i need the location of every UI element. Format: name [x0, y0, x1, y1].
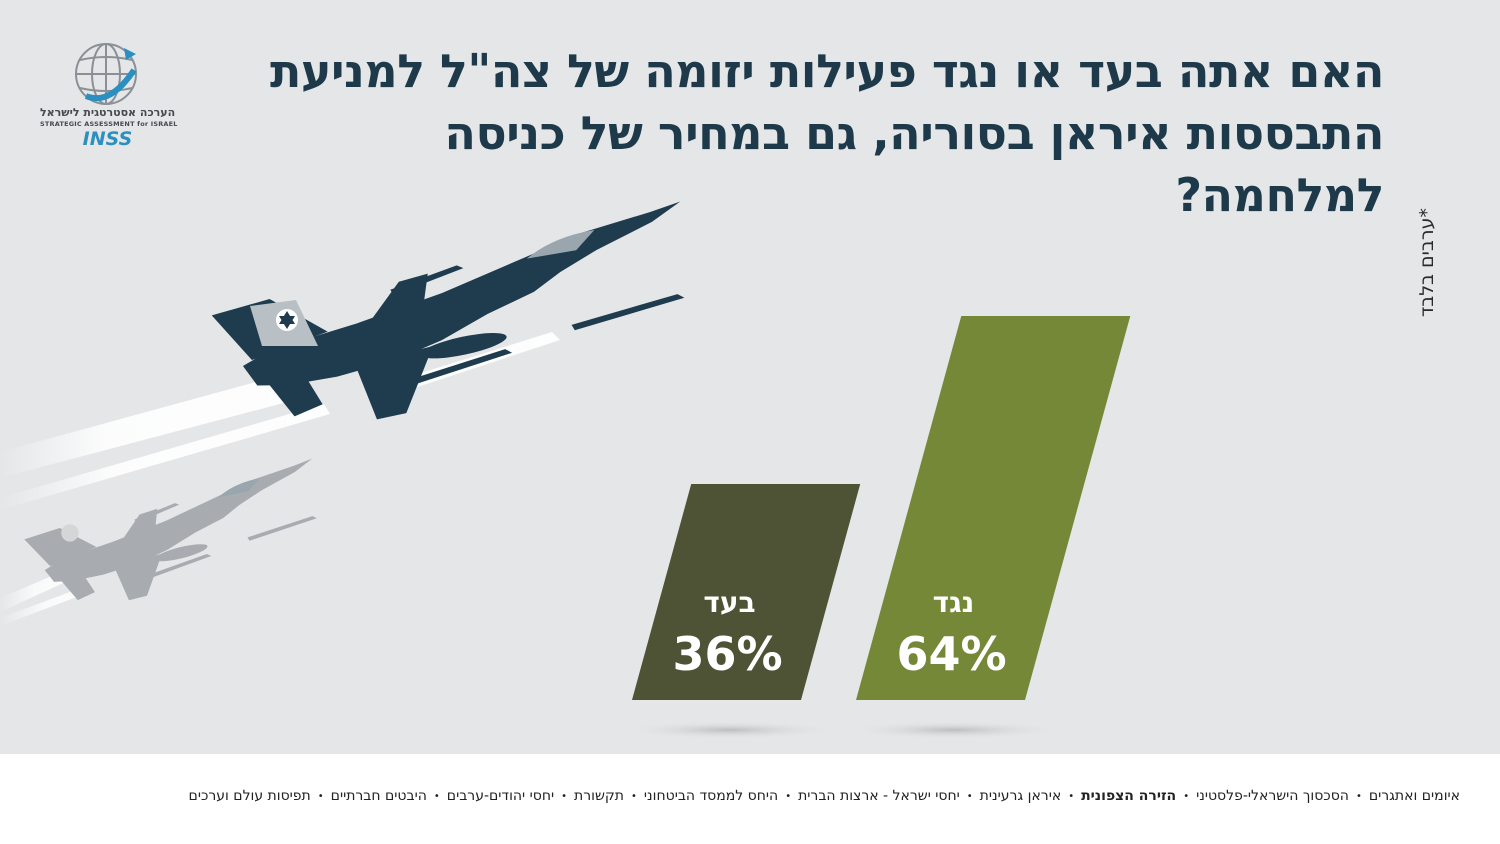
inss-logo: הערכה אסטרטגית לישראל STRATEGIC ASSESSME… — [40, 40, 178, 152]
fighter-jets-illustration — [0, 201, 712, 626]
logo-text-english: STRATEGIC ASSESSMENT for ISRAEL — [40, 120, 178, 128]
nav-item[interactable]: יחסי ישראל - ארצות הברית — [798, 788, 960, 804]
nav-separator: • — [317, 790, 324, 802]
contrail — [0, 370, 310, 478]
nav-item[interactable]: הזירה הצפונית — [1081, 788, 1177, 804]
nav-separator: • — [561, 790, 568, 802]
bar-category-label: נגד — [933, 586, 975, 619]
nav-item[interactable]: תפיסות עולם וערכים — [188, 788, 311, 804]
bar-against — [856, 316, 1131, 700]
nav-item[interactable]: איומים ואתגרים — [1368, 788, 1460, 804]
footer-bar: איומים ואתגרים • הסכסוך הישראלי-פלסטיני • הז… — [0, 754, 1500, 844]
nav-item[interactable]: תקשורת — [574, 788, 625, 804]
title-line-1: האם אתה בעד או נגד פעילות יזומה של צה"ל … — [269, 44, 1385, 98]
nav-separator: • — [433, 790, 440, 802]
bar-chart: בעד 36% נגד 64% — [622, 316, 1131, 739]
nav-item[interactable]: היחס לממסד הביטחוני — [643, 788, 779, 804]
jet-small-roundel — [61, 524, 79, 542]
page-title: האם אתה בעד או נגד פעילות יזומה של צה"ל … — [244, 40, 1385, 226]
logo-text-hebrew: הערכה אסטרטגית לישראל — [40, 106, 176, 119]
topics-nav: איומים ואתגרים • הסכסוך הישראלי-פלסטיני • הז… — [189, 788, 1460, 804]
nav-item[interactable]: היבטים חברתיים — [330, 788, 427, 804]
nav-item[interactable]: הסכסוך הישראלי-פלסטיני — [1196, 788, 1349, 804]
contrail — [0, 404, 330, 510]
contrail — [0, 586, 90, 626]
star-of-david-icon — [250, 300, 318, 346]
nav-item[interactable]: איראן גרעינית — [979, 788, 1062, 804]
logo-brand: INSS — [82, 128, 133, 150]
nav-separator: • — [966, 790, 973, 802]
nav-separator: • — [1355, 790, 1362, 802]
nav-separator: • — [785, 790, 792, 802]
bar-value-label: 36% — [672, 627, 782, 681]
nav-separator: • — [631, 790, 637, 802]
nav-item[interactable]: יחסי יהודים-ערבים — [446, 788, 555, 804]
title-line-2: התבססות איראן בסוריה, גם במחיר של כניסה … — [444, 106, 1384, 222]
globe-icon — [75, 43, 137, 105]
contrail — [0, 570, 70, 612]
bar-shadow — [622, 721, 837, 739]
nav-separator: • — [1068, 790, 1075, 802]
bar-value-label: 64% — [896, 627, 1006, 681]
bar-shadow — [846, 721, 1061, 739]
nav-separator: • — [1183, 790, 1190, 802]
bar-category-label: בעד — [703, 586, 755, 619]
bar-for — [632, 484, 861, 700]
